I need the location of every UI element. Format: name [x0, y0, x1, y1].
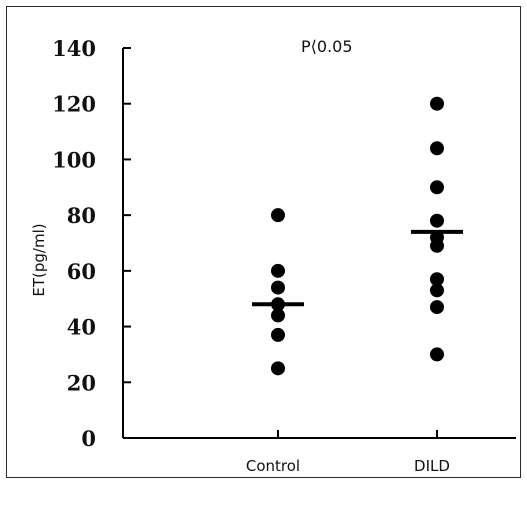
data-point — [430, 213, 444, 228]
y-tick-label: 0 — [81, 426, 96, 451]
y-axis-label: ET(pg/ml) — [30, 223, 48, 296]
y-tick-label: 140 — [52, 36, 96, 61]
chart-frame — [6, 6, 521, 478]
p-value-annotation: P⟨0.05 — [301, 37, 353, 56]
data-point — [430, 283, 444, 298]
category-label: Control — [246, 457, 300, 475]
y-tick-label: 20 — [67, 370, 96, 395]
data-point — [430, 180, 444, 195]
y-tick-label: 80 — [67, 203, 96, 228]
y-tick-label: 100 — [52, 147, 96, 172]
data-point — [430, 272, 444, 287]
y-tick-label: 120 — [52, 92, 96, 117]
y-ticks: 0 20 40 60 80 100 120 140 — [52, 36, 131, 451]
y-tick-label: 40 — [67, 315, 96, 340]
axes — [122, 48, 516, 439]
data-point — [430, 300, 444, 315]
data-point — [430, 238, 444, 253]
data-point — [430, 347, 444, 362]
data-point — [430, 141, 444, 156]
y-tick-label: 60 — [67, 259, 96, 284]
category-label: DILD — [414, 457, 450, 475]
data-point — [430, 96, 444, 111]
data-points — [271, 96, 444, 376]
category-labels: Control DILD — [246, 430, 450, 475]
data-point — [271, 361, 285, 376]
data-point — [271, 308, 285, 323]
data-point — [271, 327, 285, 342]
data-point — [271, 280, 285, 295]
data-point — [271, 263, 285, 278]
mean-lines — [252, 229, 463, 307]
data-point — [271, 208, 285, 223]
